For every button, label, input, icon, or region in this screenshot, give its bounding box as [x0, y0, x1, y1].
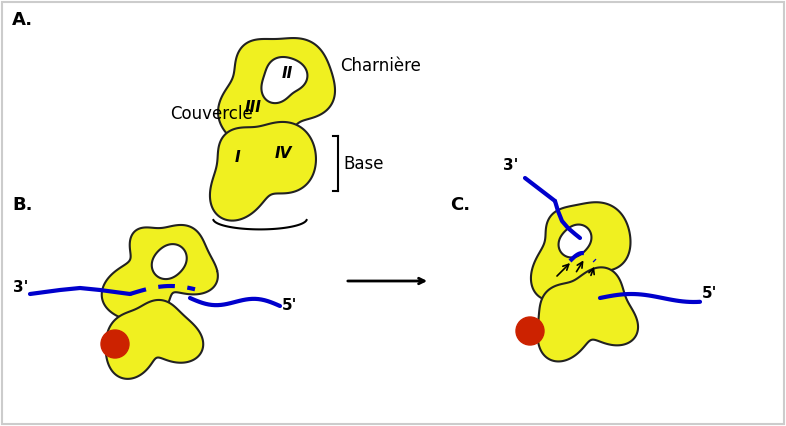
Text: B.: B. — [12, 196, 32, 214]
Text: 3': 3' — [13, 280, 28, 296]
Circle shape — [101, 330, 129, 358]
Text: II: II — [281, 66, 292, 81]
Text: Base: Base — [343, 155, 384, 173]
Text: IV: IV — [274, 147, 292, 161]
Polygon shape — [210, 122, 316, 221]
Circle shape — [516, 317, 544, 345]
Text: I: I — [234, 150, 240, 165]
Polygon shape — [101, 225, 218, 323]
Text: C.: C. — [450, 196, 470, 214]
Text: Charnière: Charnière — [340, 57, 421, 75]
Polygon shape — [152, 244, 187, 279]
Polygon shape — [531, 202, 630, 300]
Text: 5': 5' — [702, 287, 718, 302]
Text: 3': 3' — [502, 158, 518, 173]
Polygon shape — [218, 38, 335, 153]
Text: A.: A. — [12, 11, 33, 29]
Polygon shape — [262, 57, 307, 103]
Polygon shape — [538, 268, 638, 361]
Polygon shape — [559, 225, 591, 257]
Text: Couvercle: Couvercle — [170, 105, 253, 123]
Polygon shape — [105, 300, 204, 379]
Text: III: III — [244, 101, 262, 115]
Text: 5': 5' — [282, 299, 297, 314]
